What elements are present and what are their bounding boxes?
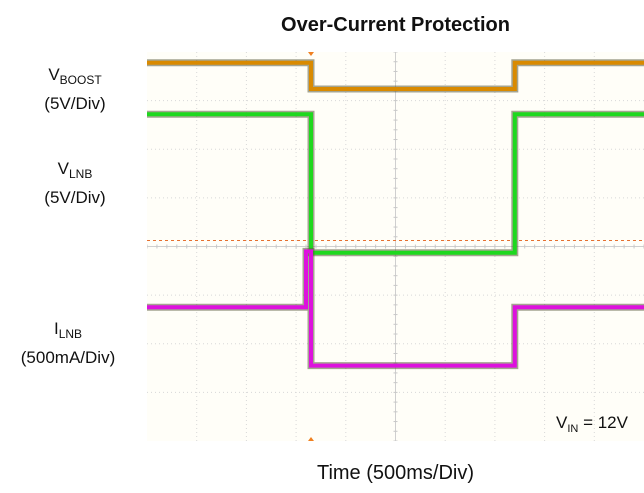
trace-1 (147, 112, 644, 255)
ilnb-label-sub: LNB (58, 327, 83, 341)
trace-2 (147, 249, 644, 368)
oscilloscope-plot (147, 52, 644, 441)
trigger-marker-bottom (308, 437, 315, 441)
vboost-label-main: V (48, 65, 60, 84)
vboost-scale: (5V/Div) (44, 94, 106, 113)
vin-annotation: VIN = 12V (556, 413, 628, 435)
vin-sub: IN (567, 423, 579, 435)
vlnb-label-sub: LNB (69, 167, 93, 181)
ilnb-label: ILNB (500mA/Div) (0, 317, 138, 369)
ilnb-label-main: I (53, 319, 59, 338)
trigger-marker-top (308, 52, 315, 56)
vlnb-label: VLNB (5V/Div) (5, 157, 145, 209)
vin-value: = 12V (578, 413, 628, 432)
vin-main: V (556, 413, 568, 432)
ilnb-scale: (500mA/Div) (20, 348, 116, 367)
trace-0 (147, 60, 644, 91)
traces (147, 59, 644, 370)
chart-title: Over-Current Protection (281, 14, 510, 36)
vlnb-scale: (5V/Div) (44, 188, 106, 207)
vlnb-label-main: V (57, 159, 69, 178)
vboost-label-sub: BOOST (59, 73, 102, 87)
x-axis-label: Time (500ms/Div) (316, 462, 475, 484)
markers (308, 52, 315, 441)
grid (147, 52, 644, 441)
vboost-label: VBOOST (5V/Div) (5, 63, 145, 115)
